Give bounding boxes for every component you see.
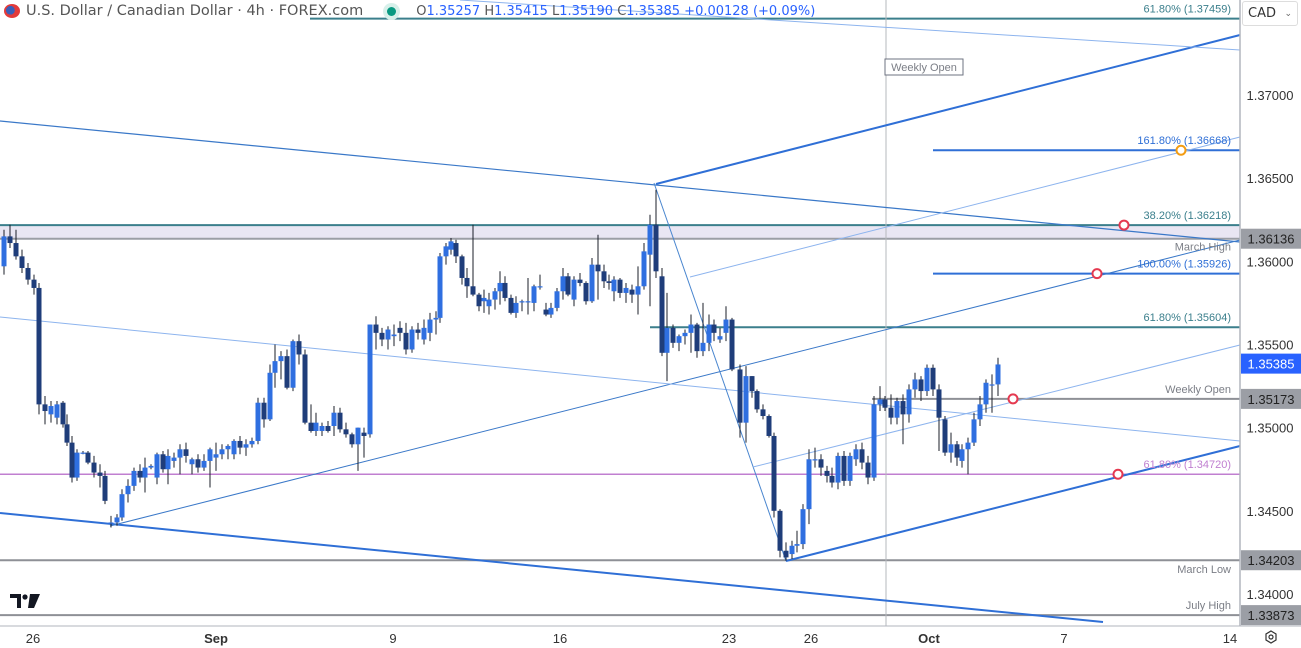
price-badge <box>1241 388 1301 409</box>
low-label: L <box>552 3 560 19</box>
open-value: 1.35257 <box>426 3 481 19</box>
march-high-zone <box>0 225 1240 239</box>
close-label: C <box>617 3 627 19</box>
marker-circle-icon <box>1175 144 1187 156</box>
level-label-fib-61.8-mid: 61.80% (1.35604) <box>1144 312 1231 324</box>
settings-gear-icon[interactable] <box>1264 630 1278 644</box>
price-badge <box>1241 228 1301 249</box>
price-tick: 1.36500 <box>1247 171 1294 186</box>
tradingview-logo-icon[interactable] <box>10 594 40 610</box>
price-badge-label: 1.34203 <box>1248 553 1295 568</box>
ohlc-values: O1.35257 H1.35415 L1.35190 C1.35385 +0.0… <box>416 4 815 19</box>
level-label-fib-161.8: 161.80% (1.36668) <box>1137 135 1231 147</box>
weekly-open-box-label: Weekly Open <box>891 62 957 74</box>
price-axis-ticks: 1.37000 1.36500 1.36000 1.35500 1.35000 1.345… <box>1247 88 1294 602</box>
price-tick: 1.34000 <box>1247 587 1294 602</box>
level-label-fib-100: 100.00% (1.35926) <box>1137 259 1231 271</box>
price-tick: 1.35000 <box>1247 421 1294 436</box>
price-badge-label: 1.33873 <box>1248 608 1295 623</box>
candles <box>1 189 1001 561</box>
market-status-icon <box>387 6 397 16</box>
level-label-fib-38.2: 38.20% (1.36218) <box>1144 210 1231 222</box>
high-label: H <box>484 3 495 19</box>
price-badge-label: 1.36136 <box>1248 232 1295 247</box>
time-tick: 16 <box>553 631 567 646</box>
level-label-weekly-open: Weekly Open <box>1165 384 1231 396</box>
intersection-markers <box>1007 144 1187 480</box>
open-label: O <box>416 3 427 19</box>
marker-circle-icon <box>1112 468 1124 480</box>
price-tick: 1.36000 <box>1247 254 1294 269</box>
marker-circle-icon <box>1118 219 1130 231</box>
currency-value: CAD <box>1248 6 1276 21</box>
currency-selector[interactable]: CAD ⌄ <box>1242 1 1298 26</box>
time-tick: 26 <box>804 631 818 646</box>
change-value: +0.00128 (+0.09%) <box>684 3 816 19</box>
price-badge <box>1241 550 1301 571</box>
usd-cad-flag-icon <box>4 4 20 18</box>
time-tick: Sep <box>204 631 228 646</box>
marker-circle-icon <box>1091 268 1103 280</box>
time-axis-ticks[interactable]: 26 Sep 9 16 23 26 Oct 7 14 <box>26 631 1237 646</box>
level-label-july-high: July High <box>1186 600 1231 612</box>
price-axis-bg[interactable] <box>1240 0 1301 648</box>
close-value: 1.35385 <box>626 3 681 19</box>
price-badge-label: 1.35385 <box>1248 357 1295 372</box>
price-badge <box>1241 605 1301 626</box>
weekly-open-annotation: Weekly Open <box>884 58 964 76</box>
level-labels: 61.80% (1.37459) 161.80% (1.36668) 38.20% … <box>1137 4 1231 612</box>
trendlines <box>0 0 1241 623</box>
time-tick: 9 <box>389 631 396 646</box>
marker-circle-icon <box>1007 393 1019 405</box>
level-label-march-low: March Low <box>1177 564 1231 576</box>
time-tick: 26 <box>26 631 40 646</box>
time-tick: 14 <box>1223 631 1237 646</box>
price-badge-label: 1.35173 <box>1248 392 1295 407</box>
low-value: 1.35190 <box>559 3 614 19</box>
level-label-fib-61.8-upper: 61.80% (1.37459) <box>1144 4 1231 16</box>
price-badge <box>1241 353 1301 374</box>
time-tick: 23 <box>722 631 736 646</box>
high-value: 1.35415 <box>494 3 548 19</box>
horizontal-levels <box>0 17 1240 617</box>
price-tick: 1.34500 <box>1247 504 1294 519</box>
chart-header: U.S. Dollar / Canadian Dollar · 4h · FOR… <box>4 3 815 19</box>
level-label-fib-61.8-lower: 61.80% (1.34720) <box>1144 459 1231 471</box>
price-badges: 1.36136 1.35385 1.35173 1.34203 1.33873 <box>1241 228 1301 626</box>
price-tick: 1.35500 <box>1247 337 1294 352</box>
time-tick: 7 <box>1060 631 1067 646</box>
price-tick: 1.37000 <box>1247 88 1294 103</box>
chevron-down-icon: ⌄ <box>1284 8 1292 19</box>
symbol-title[interactable]: U.S. Dollar / Canadian Dollar · 4h · FOR… <box>26 3 364 19</box>
level-label-march-high: March High <box>1175 242 1231 254</box>
time-tick: Oct <box>918 631 940 646</box>
